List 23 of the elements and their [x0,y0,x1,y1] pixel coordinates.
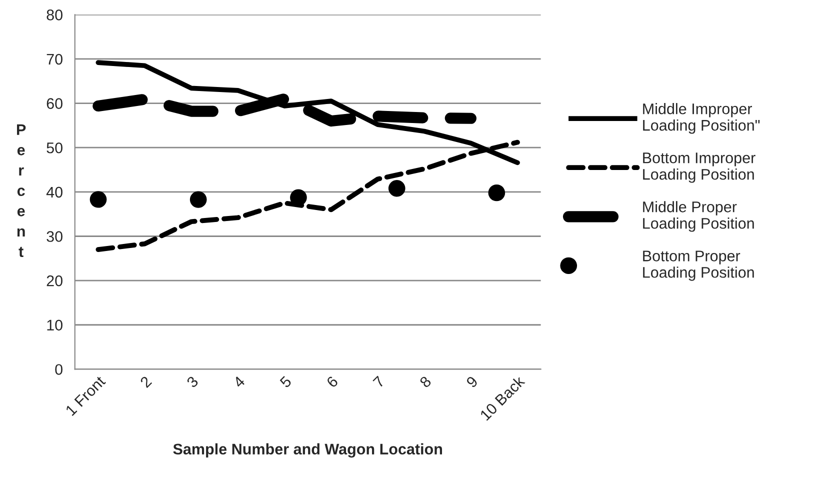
x-tick-label: 4 [232,375,246,388]
legend-label: Middle Proper Loading Position [643,201,754,232]
x-tick-label: 3 [186,376,199,388]
y-axis-title: Percent [17,124,26,258]
y-tick-label: 20 [46,275,62,286]
x-tick-label: 9 [466,376,478,388]
legend-label: Middle Improper Loading Position" [643,103,760,134]
y-tick-label: 80 [46,10,62,20]
y-tick-label: 0 [55,364,62,375]
x-tick-label: 5 [279,376,292,388]
y-tick-label: 40 [46,186,62,198]
x-tick-label: 6 [326,376,339,388]
legend-label: Bottom Improper Loading Position [643,152,756,183]
legend-label: Bottom Proper Loading Position [643,250,754,281]
y-tick-label: 70 [46,54,62,65]
x-tick-label: 8 [419,376,432,388]
y-tick-label: 10 [47,320,62,331]
x-tick-label: 2 [140,376,152,388]
x-axis-title: Sample Number and Wagon Location [173,443,442,458]
y-tick-label: 60 [46,98,62,109]
y-tick-label: 50 [46,142,62,154]
x-tick-label: 7 [372,376,386,388]
y-tick-label: 30 [46,231,62,242]
